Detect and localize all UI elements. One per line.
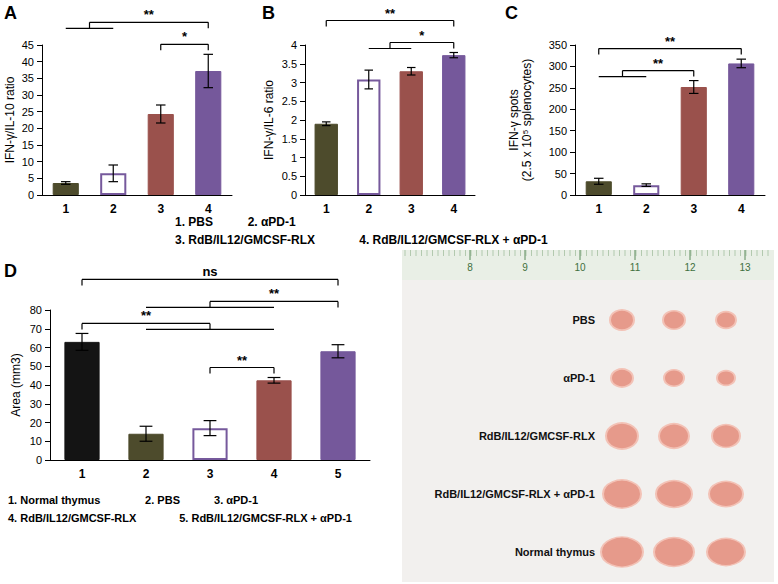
svg-text:2. PBS: 2. PBS (145, 494, 180, 506)
svg-text:35: 35 (22, 72, 34, 84)
svg-text:1: 1 (62, 202, 69, 216)
svg-text:250: 250 (549, 82, 567, 94)
svg-text:3: 3 (408, 202, 415, 216)
svg-text:D: D (4, 261, 17, 281)
svg-text:1. Normal thymus: 1. Normal thymus (8, 494, 100, 506)
svg-text:5: 5 (335, 467, 342, 481)
svg-text:**: ** (385, 6, 396, 21)
svg-text:20: 20 (22, 122, 34, 134)
svg-text:αPD-1: αPD-1 (563, 372, 595, 384)
svg-text:5. RdB/IL12/GMCSF-RLX + αPD-1: 5. RdB/IL12/GMCSF-RLX + αPD-1 (179, 512, 352, 524)
svg-text:1: 1 (323, 202, 330, 216)
svg-text:40: 40 (22, 56, 34, 68)
svg-text:IFN-γ/IL-10 ratio: IFN-γ/IL-10 ratio (3, 76, 17, 163)
svg-text:60: 60 (30, 342, 42, 354)
svg-text:4: 4 (271, 467, 278, 481)
svg-text:80: 80 (30, 304, 42, 316)
svg-text:*: * (419, 28, 425, 43)
svg-text:4: 4 (291, 39, 297, 51)
svg-text:IFN-γ/IL-6 ratio: IFN-γ/IL-6 ratio (262, 80, 276, 160)
svg-text:RdB/IL12/GMCSF-RLX: RdB/IL12/GMCSF-RLX (479, 430, 596, 442)
svg-text:ns: ns (202, 264, 217, 279)
svg-text:Area (mm3): Area (mm3) (9, 353, 23, 416)
svg-text:3: 3 (690, 202, 697, 216)
svg-text:1.5: 1.5 (282, 133, 297, 145)
svg-text:350: 350 (549, 39, 567, 51)
svg-text:Normal thymus: Normal thymus (515, 546, 595, 558)
svg-text:RdB/IL12/GMCSF-RLX + αPD-1: RdB/IL12/GMCSF-RLX + αPD-1 (435, 488, 595, 500)
svg-text:30: 30 (22, 89, 34, 101)
svg-text:1: 1 (79, 467, 86, 481)
svg-text:100: 100 (549, 146, 567, 158)
svg-text:**: ** (653, 56, 664, 71)
svg-text:4. RdB/IL12/GMCSF-RLX: 4. RdB/IL12/GMCSF-RLX (8, 512, 137, 524)
svg-text:2: 2 (291, 114, 297, 126)
svg-text:4: 4 (205, 202, 212, 216)
svg-text:IFN-γ spots: IFN-γ spots (507, 89, 521, 150)
svg-text:1: 1 (595, 202, 602, 216)
svg-text:3: 3 (291, 77, 297, 89)
svg-text:25: 25 (22, 106, 34, 118)
svg-text:0: 0 (561, 189, 567, 201)
svg-text:150: 150 (549, 125, 567, 137)
svg-text:50: 50 (555, 168, 567, 180)
svg-text:*: * (182, 29, 188, 44)
svg-text:3. αPD-1: 3. αPD-1 (214, 494, 258, 506)
svg-text:3: 3 (207, 467, 214, 481)
svg-text:PBS: PBS (572, 314, 595, 326)
svg-text:200: 200 (549, 103, 567, 115)
svg-text:15: 15 (22, 139, 34, 151)
svg-text:0: 0 (36, 454, 42, 466)
svg-text:0: 0 (291, 189, 297, 201)
svg-text:0: 0 (28, 189, 34, 201)
svg-text:10: 10 (22, 156, 34, 168)
svg-text:50: 50 (30, 360, 42, 372)
svg-text:40: 40 (30, 379, 42, 391)
svg-text:**: ** (237, 353, 248, 368)
svg-text:2. αPD-1: 2. αPD-1 (248, 215, 296, 229)
svg-text:3.5: 3.5 (282, 58, 297, 70)
svg-text:C: C (505, 3, 518, 23)
svg-text:**: ** (141, 308, 152, 323)
svg-text:0.5: 0.5 (282, 170, 297, 182)
svg-text:4: 4 (738, 202, 745, 216)
svg-text:8: 8 (467, 262, 473, 273)
svg-text:(2.5 x 10⁵ splenocytes): (2.5 x 10⁵ splenocytes) (520, 59, 534, 181)
svg-text:1. PBS: 1. PBS (175, 215, 213, 229)
svg-text:2.5: 2.5 (282, 95, 297, 107)
svg-text:4: 4 (450, 202, 457, 216)
svg-text:70: 70 (30, 323, 42, 335)
svg-text:4. RdB/IL12/GMCSF-RLX + αPD-1: 4. RdB/IL12/GMCSF-RLX + αPD-1 (359, 233, 548, 247)
svg-text:20: 20 (30, 417, 42, 429)
svg-text:5: 5 (28, 172, 34, 184)
svg-text:2: 2 (143, 467, 150, 481)
svg-text:12: 12 (684, 262, 696, 273)
svg-text:3. RdB/IL12/GMCSF-RLX: 3. RdB/IL12/GMCSF-RLX (175, 233, 315, 247)
svg-text:1: 1 (291, 152, 297, 164)
svg-text:3: 3 (157, 202, 164, 216)
svg-text:13: 13 (739, 262, 751, 273)
svg-text:2: 2 (110, 202, 117, 216)
svg-text:**: ** (144, 7, 155, 22)
svg-text:**: ** (665, 34, 676, 49)
svg-text:10: 10 (30, 435, 42, 447)
svg-text:300: 300 (549, 60, 567, 72)
svg-text:45: 45 (22, 39, 34, 51)
svg-text:**: ** (269, 286, 280, 301)
svg-text:30: 30 (30, 398, 42, 410)
svg-text:A: A (4, 3, 17, 23)
svg-text:2: 2 (365, 202, 372, 216)
svg-text:10: 10 (574, 262, 586, 273)
svg-text:2: 2 (643, 202, 650, 216)
svg-text:11: 11 (630, 262, 641, 273)
svg-text:9: 9 (522, 262, 528, 273)
svg-text:B: B (262, 3, 275, 23)
